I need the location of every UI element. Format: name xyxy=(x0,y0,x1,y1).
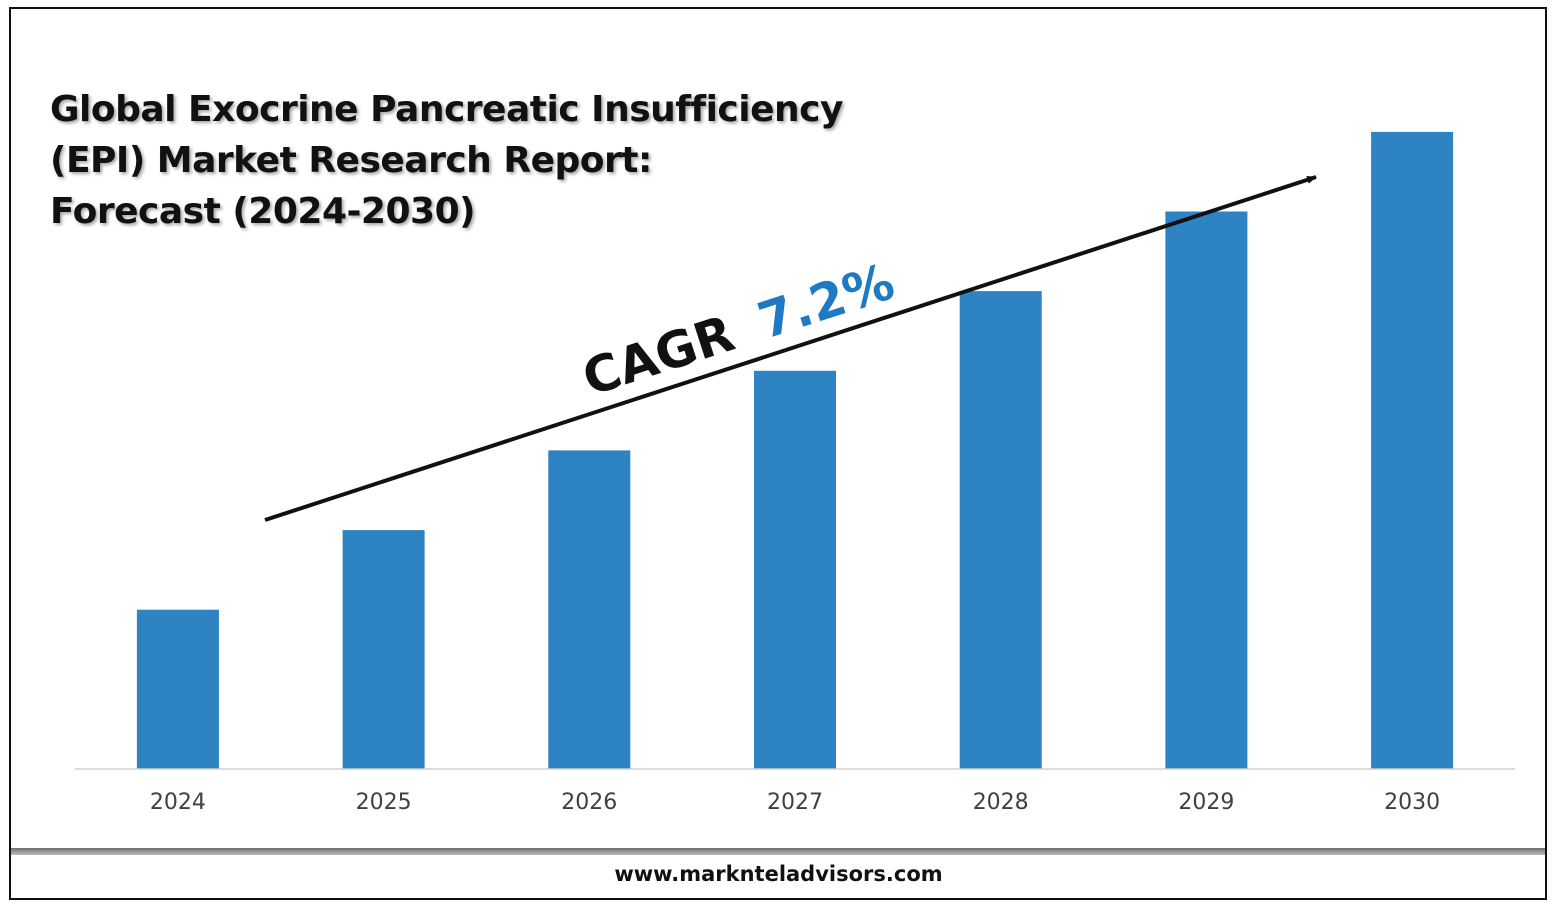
x-tick-labels: 2024 2025 2026 2027 2028 2029 2030 xyxy=(150,790,1440,815)
bar-2024 xyxy=(136,609,219,769)
x-tick-label-2026: 2026 xyxy=(561,790,617,815)
footer-divider xyxy=(11,848,1545,855)
bars-layer xyxy=(136,131,1454,769)
x-tick-label-2027: 2027 xyxy=(767,790,823,815)
chart-title: Global Exocrine Pancreatic Insufficiency… xyxy=(50,84,843,237)
bar-2028 xyxy=(959,291,1042,769)
chart-title-line-3: Forecast (2024-2030) xyxy=(50,191,476,232)
x-tick-label-2028: 2028 xyxy=(973,790,1029,815)
x-tick-label-2029: 2029 xyxy=(1178,790,1234,815)
x-tick-label-2024: 2024 xyxy=(150,790,206,815)
cagr-trend-arrow xyxy=(264,175,1317,522)
bar-2025 xyxy=(342,530,425,769)
bar-2029 xyxy=(1165,211,1248,769)
footer-website-link[interactable]: www.marknteladvisors.com xyxy=(614,862,943,886)
chart-title-line-1: Global Exocrine Pancreatic Insufficiency xyxy=(50,89,843,130)
bar-2030 xyxy=(1371,131,1454,769)
bar-2026 xyxy=(548,450,631,769)
chart-title-line-2: (EPI) Market Research Report: xyxy=(50,140,652,181)
x-tick-label-2025: 2025 xyxy=(356,790,412,815)
x-tick-label-2030: 2030 xyxy=(1384,790,1440,815)
bar-2027 xyxy=(754,370,836,769)
